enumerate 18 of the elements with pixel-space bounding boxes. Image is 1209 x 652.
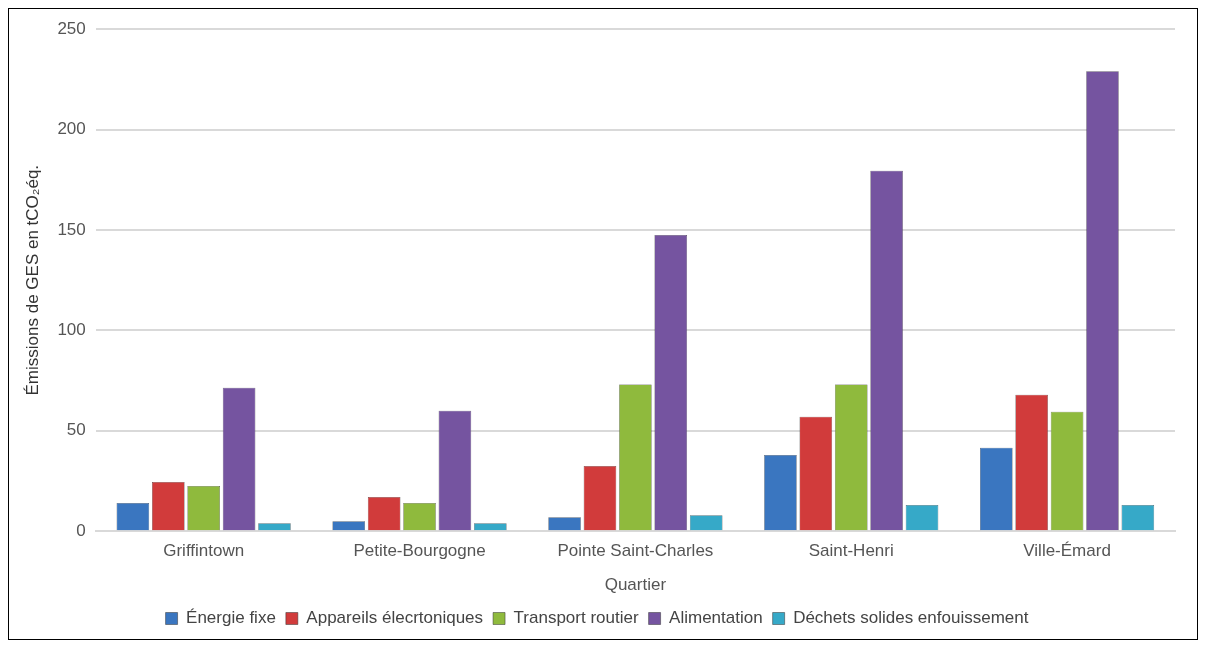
y-tick-label: 50	[66, 420, 86, 440]
x-tick-label: Griffintown	[163, 541, 245, 561]
legend-label: Alimentation	[669, 608, 763, 628]
legend-label: Transport routier	[513, 608, 639, 628]
legend-label: Déchets solides enfouissement	[793, 608, 1029, 628]
legend-label: Énergie fixe	[186, 608, 276, 628]
x-axis-title: Quartier	[604, 575, 667, 595]
x-tick-label: Ville-Émard	[1023, 541, 1111, 561]
legend-label: Appareils élecrtoniques	[306, 608, 484, 628]
y-tick-label: 0	[76, 520, 86, 540]
y-tick-label: 100	[57, 320, 86, 340]
y-axis-title: Émissions de GES en tCO₂éq.	[22, 164, 42, 396]
x-tick-label: Pointe Saint-Charles	[557, 541, 714, 561]
y-tick-label: 150	[57, 219, 86, 239]
y-tick-label: 250	[57, 18, 86, 38]
x-tick-label: Saint-Henri	[808, 541, 894, 561]
y-tick-label: 200	[57, 119, 86, 139]
x-tick-label: Petite-Bourgogne	[353, 541, 486, 561]
